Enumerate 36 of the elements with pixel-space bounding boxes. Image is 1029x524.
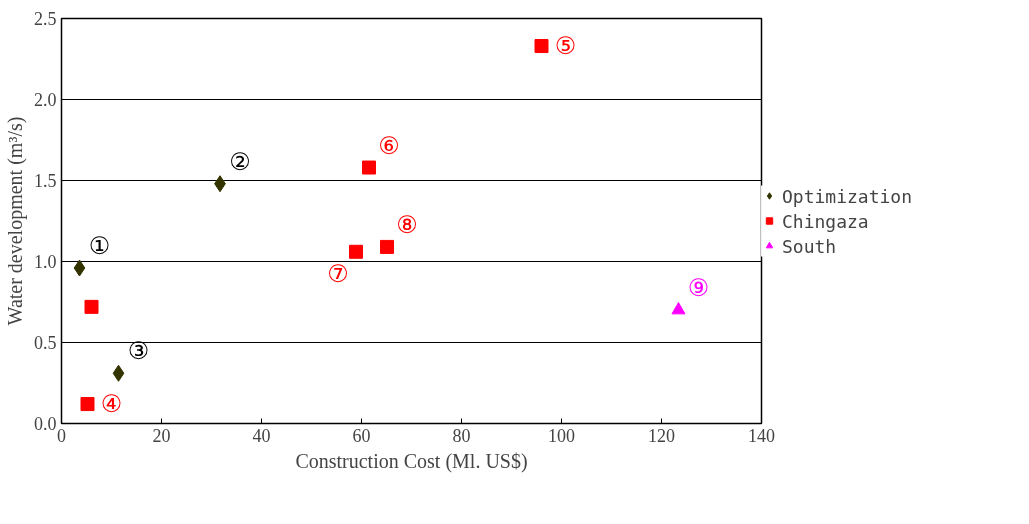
annotation: ⑨ xyxy=(687,274,710,303)
point xyxy=(80,397,95,412)
annotation: ⑦ xyxy=(327,259,349,288)
annotation: ⑧ xyxy=(396,210,418,239)
point xyxy=(349,244,363,259)
y-tick-label: 0.5 xyxy=(34,333,57,353)
point xyxy=(73,259,86,277)
point xyxy=(671,302,686,315)
x-tick-label: 0 xyxy=(57,425,66,446)
y-tick-label: 2.5 xyxy=(34,9,57,29)
legend-label: Optimization xyxy=(782,185,913,206)
x-tick-label: 20 xyxy=(152,425,171,446)
annotation: ① xyxy=(88,231,111,260)
x-axis-title: Construction Cost (Ml. US$) xyxy=(295,449,528,473)
x-tick-label: 140 xyxy=(748,425,775,446)
annotation: ② xyxy=(229,147,251,176)
point xyxy=(380,239,394,254)
legend-label: Chingaza xyxy=(782,210,869,231)
x-tick-label: 60 xyxy=(352,425,371,446)
x-tick-label: 100 xyxy=(548,425,575,446)
x-tick-label: 120 xyxy=(648,425,675,446)
y-axis-title: Water development (m³/s) xyxy=(4,116,27,326)
x-tick-label: 40 xyxy=(252,425,271,446)
y-tick-label: 1.5 xyxy=(34,171,57,191)
annotation: ⑤ xyxy=(554,32,577,61)
point xyxy=(112,364,125,382)
point xyxy=(534,39,549,54)
legend-label: South xyxy=(782,235,837,256)
y-tick-label: 0.0 xyxy=(34,414,57,434)
x-tick-label: 80 xyxy=(452,425,471,446)
annotation: ⑥ xyxy=(378,131,400,160)
point xyxy=(84,299,99,314)
annotation: ④ xyxy=(100,390,123,419)
y-tick-label: 1.0 xyxy=(34,252,57,272)
y-tick-label: 2.0 xyxy=(34,90,57,110)
point xyxy=(362,160,376,175)
